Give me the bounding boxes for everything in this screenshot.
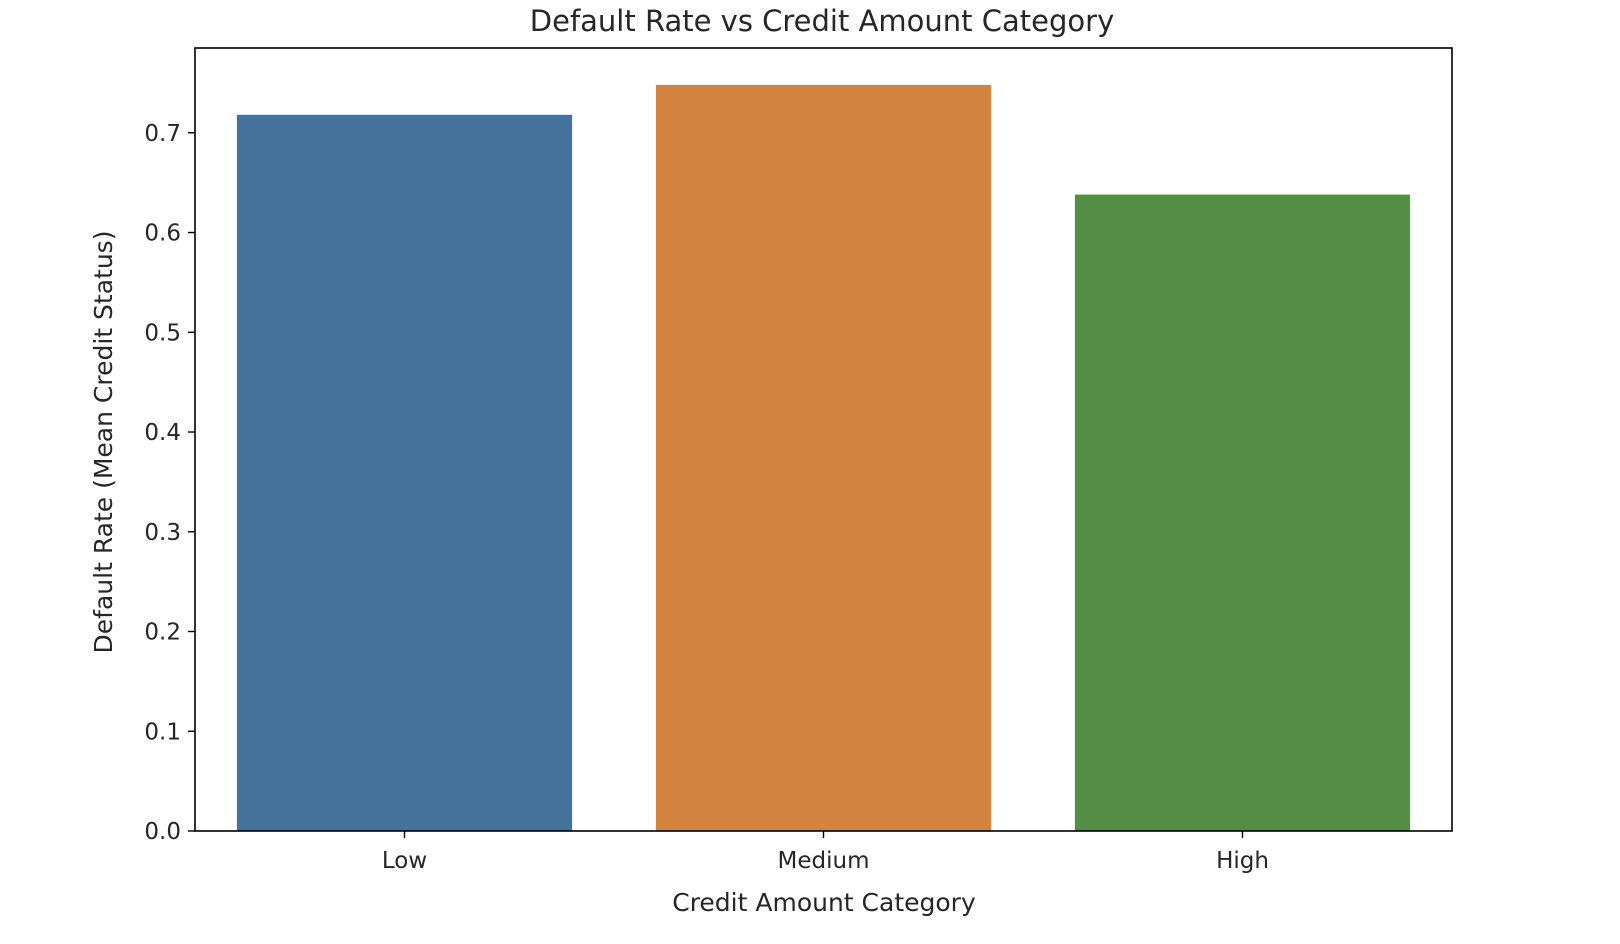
bar-high — [1074, 194, 1411, 832]
bar-low — [236, 114, 573, 832]
y-tick-label: 0.5 — [144, 320, 181, 346]
y-tick-label: 0.2 — [144, 620, 181, 646]
y-tick-label: 0.4 — [144, 420, 181, 446]
chart-title: Default Rate vs Credit Amount Category — [530, 4, 1114, 38]
y-tick-label: 0.7 — [144, 121, 181, 147]
y-tick-label: 0.3 — [144, 520, 181, 546]
bars-group — [236, 84, 1411, 832]
x-axis-label: Credit Amount Category — [672, 888, 976, 917]
y-tick-label: 0.0 — [144, 819, 181, 845]
y-tick-label: 0.1 — [144, 719, 181, 745]
x-tick-label: High — [1216, 848, 1269, 874]
x-axis: Low Medium High — [382, 831, 1269, 874]
x-tick-label: Medium — [778, 848, 870, 874]
y-tick-label: 0.6 — [144, 221, 181, 247]
y-axis-label: Default Rate (Mean Credit Status) — [89, 231, 118, 654]
x-tick-label: Low — [382, 848, 427, 874]
bar-medium — [655, 84, 992, 831]
plot-frame — [194, 47, 1453, 832]
y-axis: 0.0 0.1 0.2 0.3 0.4 0.5 0.6 0.7 — [144, 121, 195, 845]
